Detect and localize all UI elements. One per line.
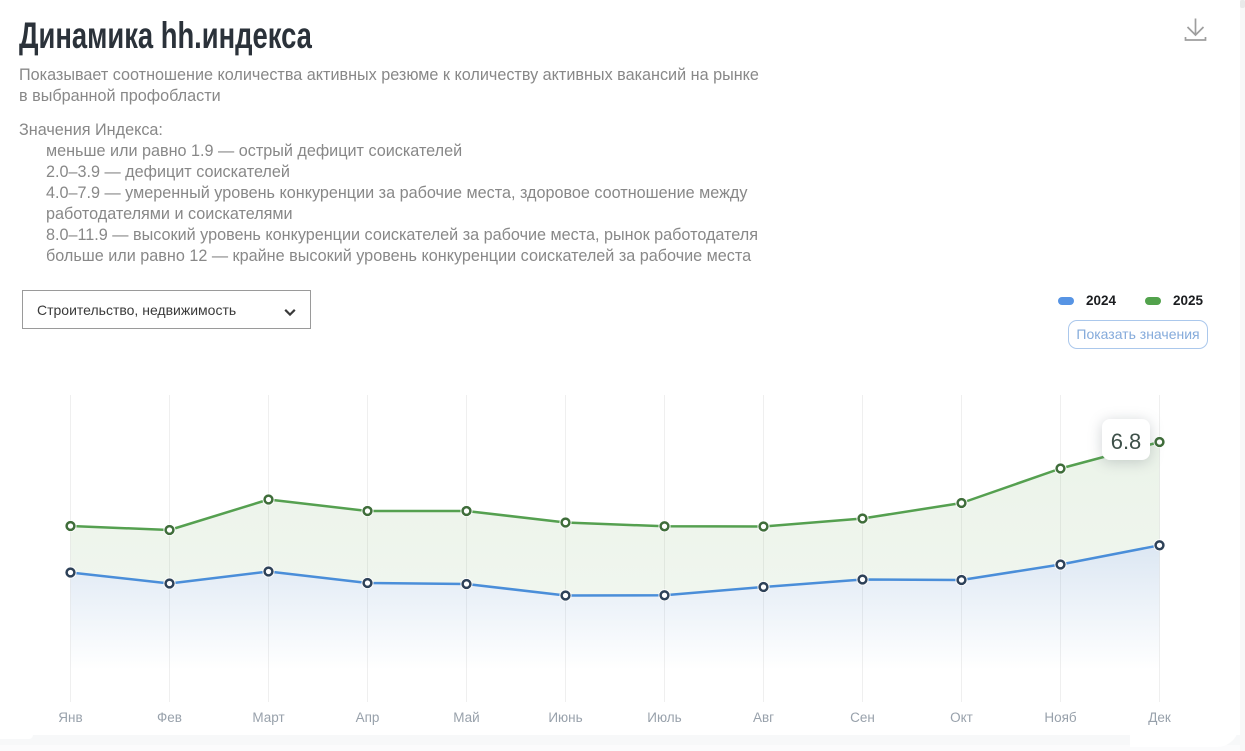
svg-text:Авг: Авг <box>753 710 774 725</box>
svg-text:Дек: Дек <box>1148 710 1171 725</box>
svg-text:Апр: Апр <box>356 710 380 725</box>
svg-text:Янв: Янв <box>58 710 82 725</box>
svg-text:Июль: Июль <box>647 710 681 725</box>
svg-text:Нояб: Нояб <box>1044 710 1077 725</box>
svg-text:Фев: Фев <box>157 710 182 725</box>
svg-text:Июнь: Июнь <box>548 710 582 725</box>
svg-text:Сен: Сен <box>850 710 875 725</box>
svg-text:Май: Май <box>453 710 479 725</box>
svg-text:Март: Март <box>252 710 284 725</box>
svg-text:Окт: Окт <box>950 710 973 725</box>
